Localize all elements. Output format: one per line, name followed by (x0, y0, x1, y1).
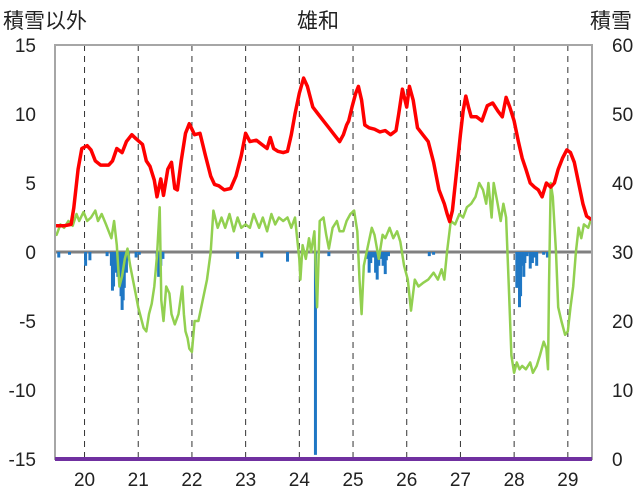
x-tick-label-26: 26 (396, 470, 417, 491)
blue-bar (432, 252, 436, 255)
blue-bar (124, 252, 128, 273)
blue-bar (375, 252, 379, 280)
blue-bar (374, 252, 378, 273)
blue-bar (88, 252, 92, 261)
y-left-tick-label: 5 (25, 174, 36, 195)
y-right-tick-label: 0 (612, 450, 623, 471)
x-tick-label-20: 20 (74, 470, 95, 491)
blue-bar (542, 252, 546, 255)
x-tick-label-24: 24 (289, 470, 311, 491)
right-axis-label: 積雪 (590, 10, 632, 33)
y-right-tick-label: 10 (612, 381, 633, 402)
blue-bar (379, 252, 383, 259)
blue-bar (327, 252, 331, 257)
blue-bar (369, 252, 373, 264)
y-right-tick-label: 40 (612, 174, 633, 195)
blue-bar (286, 252, 290, 262)
blue-bar (84, 252, 88, 266)
x-tick-label-25: 25 (342, 470, 363, 491)
blue-bar (57, 252, 61, 258)
x-tick-label-29: 29 (557, 470, 578, 491)
axes-labels: 20 21 22 23 24 25 26 27 28 29151050-5-10-15605040… (9, 36, 634, 491)
blue-bar (157, 252, 161, 277)
y-right-tick-label: 20 (612, 312, 633, 333)
blue-bar (533, 252, 537, 258)
blue-bar (137, 252, 141, 255)
blue-bar (386, 252, 390, 257)
blue-bar (528, 252, 532, 269)
x-tick-label-22: 22 (181, 470, 202, 491)
y-left-tick-label: 0 (25, 243, 36, 264)
blue-bar (260, 252, 264, 258)
blue-bar (522, 252, 526, 277)
x-tick-label-21: 21 (128, 470, 149, 491)
x-tick-label-28: 28 (504, 470, 525, 491)
blue-bar (161, 252, 165, 259)
blue-bar (519, 252, 523, 297)
blue-bar (381, 252, 385, 266)
blue-bar (313, 252, 317, 455)
blue-bar (112, 252, 116, 287)
y-right-tick-label: 60 (612, 36, 633, 57)
blue-bar (114, 252, 118, 273)
series-lines (54, 76, 593, 375)
blue-bar (134, 252, 138, 258)
blue-bar (427, 252, 431, 257)
x-tick-label-23: 23 (235, 470, 256, 491)
y-left-tick-label: 10 (15, 105, 36, 126)
y-left-tick-label: -10 (9, 381, 36, 402)
y-right-tick-label: 30 (612, 243, 633, 264)
blue-bar (520, 252, 524, 266)
chart-title: 雄和 (297, 10, 339, 33)
grid (55, 45, 592, 459)
blue-bar (384, 252, 388, 261)
y-right-tick-label: 50 (612, 105, 633, 126)
left-axis-label: 積雪以外 (3, 10, 87, 33)
blue-bar (516, 252, 520, 283)
blue-bar (383, 252, 387, 275)
blue-bar (367, 252, 371, 273)
y-left-tick-label: -15 (9, 450, 36, 471)
blue-bar (105, 252, 109, 257)
blue-bar (535, 252, 539, 266)
blue-bar (371, 252, 375, 258)
green-line (55, 181, 592, 375)
blue-bar (525, 252, 529, 257)
blue-bar (530, 252, 534, 264)
blue-bar (545, 252, 549, 258)
y-left-tick-label: 15 (15, 36, 36, 57)
blue-bar (523, 252, 527, 264)
blue-bar (67, 252, 71, 255)
y-left-tick-label: -5 (19, 312, 36, 333)
x-tick-label-27: 27 (450, 470, 471, 491)
blue-bar (236, 252, 240, 259)
red-line (54, 76, 593, 228)
